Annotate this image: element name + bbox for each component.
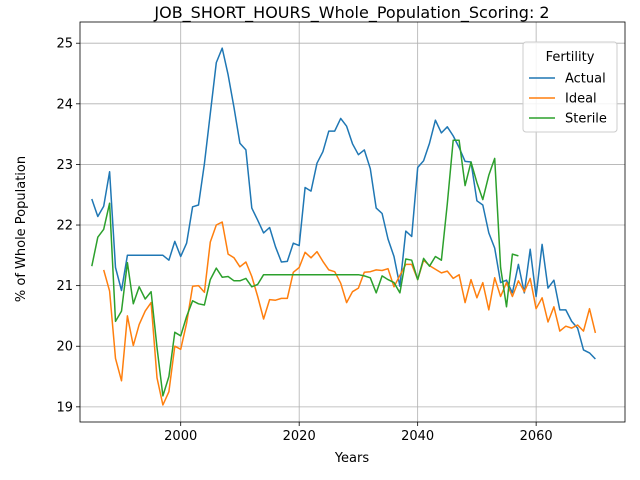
- y-tick-label: 24: [56, 97, 73, 112]
- axis-ticks: 2000 2020 2040 2060 19 20 21 22 23 24 25: [56, 37, 552, 444]
- y-tick-label: 23: [56, 158, 73, 173]
- x-tick-label: 2000: [164, 429, 197, 444]
- legend-label-ideal: Ideal: [565, 92, 597, 107]
- series-line-sterile: [91, 139, 519, 397]
- legend: Fertility Actual Ideal Sterile: [522, 41, 618, 133]
- x-axis-label: Years: [334, 451, 370, 466]
- chart-title: JOB_SHORT_HOURS_Whole_Population_Scoring…: [153, 3, 549, 23]
- y-tick-label: 21: [56, 279, 73, 294]
- series-lines: [91, 47, 597, 406]
- y-tick-label: 20: [56, 340, 73, 355]
- x-tick-label: 2060: [520, 429, 553, 444]
- legend-label-actual: Actual: [565, 72, 606, 87]
- series-line-ideal: [102, 221, 597, 406]
- series-line-actual: [91, 47, 596, 360]
- legend-items: Actual Ideal Sterile: [529, 72, 607, 127]
- legend-box: [522, 41, 618, 133]
- x-tick-label: 2040: [401, 429, 434, 444]
- y-tick-label: 25: [56, 37, 73, 52]
- y-tick-label: 22: [56, 219, 73, 234]
- legend-label-sterile: Sterile: [565, 112, 607, 127]
- x-tick-label: 2020: [283, 429, 316, 444]
- y-axis-label: % of Whole Population: [14, 156, 29, 302]
- plot-frame: [79, 21, 626, 423]
- legend-title: Fertility: [546, 50, 595, 65]
- y-tick-label: 19: [56, 400, 73, 415]
